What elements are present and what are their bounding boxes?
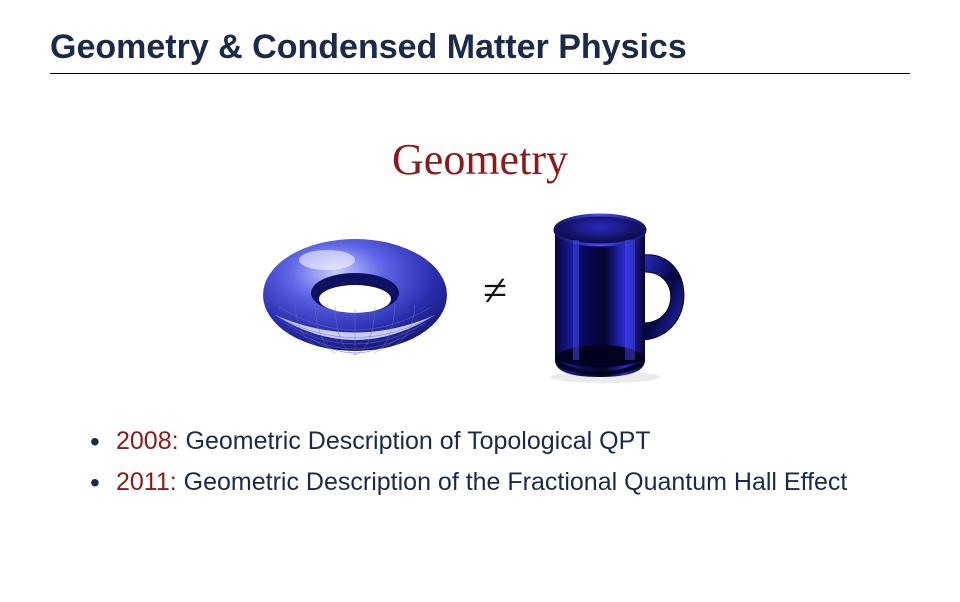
slide-title: Geometry & Condensed Matter Physics [50, 28, 910, 67]
mug-icon [535, 195, 705, 385]
list-item: 2011: Geometric Description of the Fract… [90, 468, 910, 497]
figure-row: ≠ [50, 195, 910, 385]
bullet-list: 2008: Geometric Description of Topologic… [50, 427, 910, 497]
not-equal-symbol: ≠ [483, 265, 507, 316]
title-rule [50, 73, 910, 74]
bullet-desc: Geometric Description of Topological QPT [179, 427, 651, 455]
list-item: 2008: Geometric Description of Topologic… [90, 427, 910, 456]
slide: Geometry & Condensed Matter Physics Geom… [0, 0, 960, 602]
year-label: 2011: [116, 468, 177, 496]
center-heading: Geometry [50, 134, 910, 185]
torus-icon [255, 205, 455, 375]
bullet-desc: Geometric Description of the Fractional … [177, 468, 848, 496]
year-label: 2008: [116, 427, 179, 455]
